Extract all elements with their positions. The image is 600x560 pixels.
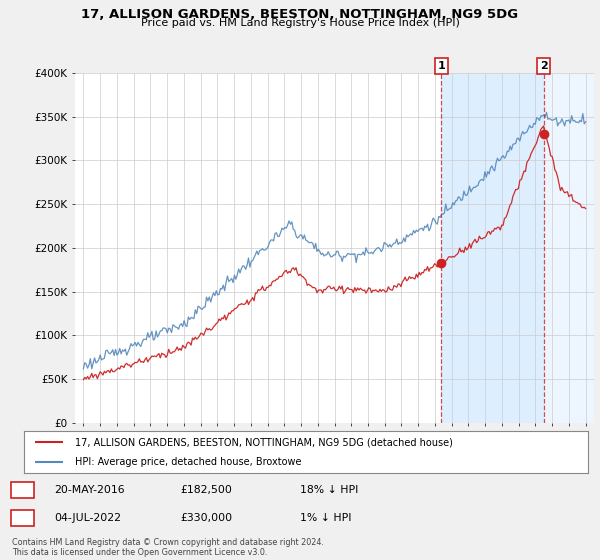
Text: 1: 1 [19, 485, 26, 495]
Text: 20-MAY-2016: 20-MAY-2016 [54, 485, 125, 495]
Text: 1% ↓ HPI: 1% ↓ HPI [300, 513, 352, 523]
Bar [442, 73, 544, 423]
Text: 17, ALLISON GARDENS, BEESTON, NOTTINGHAM, NG9 5DG (detached house): 17, ALLISON GARDENS, BEESTON, NOTTINGHAM… [75, 437, 452, 447]
Text: 04-JUL-2022: 04-JUL-2022 [54, 513, 121, 523]
Text: £182,500: £182,500 [180, 485, 232, 495]
Text: 1: 1 [437, 61, 445, 71]
Text: Contains HM Land Registry data © Crown copyright and database right 2024.
This d: Contains HM Land Registry data © Crown c… [12, 538, 324, 557]
Text: 18% ↓ HPI: 18% ↓ HPI [300, 485, 358, 495]
Text: HPI: Average price, detached house, Broxtowe: HPI: Average price, detached house, Brox… [75, 458, 301, 467]
Text: £330,000: £330,000 [180, 513, 232, 523]
Text: 2: 2 [540, 61, 548, 71]
Text: Price paid vs. HM Land Registry's House Price Index (HPI): Price paid vs. HM Land Registry's House … [140, 18, 460, 28]
Text: 2: 2 [19, 513, 26, 523]
Bar [544, 73, 594, 423]
Text: 17, ALLISON GARDENS, BEESTON, NOTTINGHAM, NG9 5DG: 17, ALLISON GARDENS, BEESTON, NOTTINGHAM… [82, 8, 518, 21]
